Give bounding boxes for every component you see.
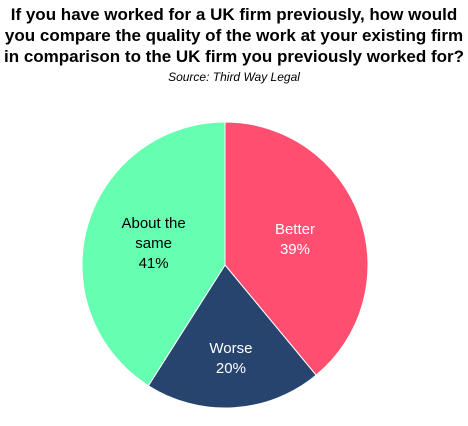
value-label: 20% xyxy=(215,360,246,378)
pie-slice xyxy=(224,121,369,376)
pie-slice xyxy=(81,121,226,387)
value-label: 41% xyxy=(138,255,169,273)
chart-title: If you have worked for a UK firm previou… xyxy=(4,5,465,66)
chart-subtitle: Source: Third Way Legal xyxy=(168,70,300,84)
category-label: Better xyxy=(274,220,315,238)
category-label: Worse xyxy=(209,340,253,358)
value-label: 39% xyxy=(279,240,310,258)
pie-slice xyxy=(147,264,317,409)
slice-label: Worse 20% xyxy=(183,339,279,379)
slice-label: About the same 41% xyxy=(106,214,202,274)
slice-label: Better 39% xyxy=(247,220,343,260)
category-label: About the same xyxy=(121,215,186,253)
